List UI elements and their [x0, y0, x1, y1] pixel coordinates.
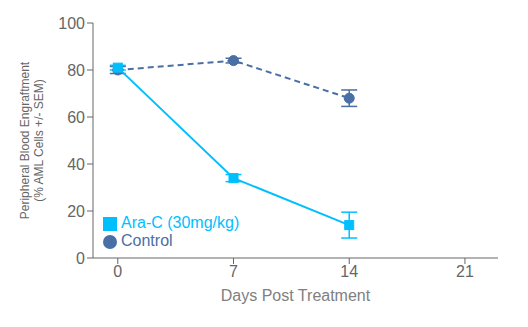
svg-text:21: 21 — [456, 263, 474, 280]
svg-text:80: 80 — [67, 62, 85, 79]
svg-text:14: 14 — [340, 263, 358, 280]
svg-text:Days Post Treatment: Days Post Treatment — [221, 287, 371, 304]
svg-text:40: 40 — [67, 156, 85, 173]
svg-text:Peripheral Blood Engraftment(%: Peripheral Blood Engraftment(% AML Cells… — [18, 61, 46, 219]
html-text:Ara-C (30mg/kg): Ara-C (30mg/kg) — [121, 214, 240, 231]
svg-text:0: 0 — [76, 250, 85, 267]
svg-text:20: 20 — [67, 203, 85, 220]
html-text:Control: Control — [121, 232, 173, 249]
svg-text:0: 0 — [113, 263, 122, 280]
svg-text:7: 7 — [229, 263, 238, 280]
svg-text:60: 60 — [67, 109, 85, 126]
svg-text:100: 100 — [58, 15, 85, 32]
